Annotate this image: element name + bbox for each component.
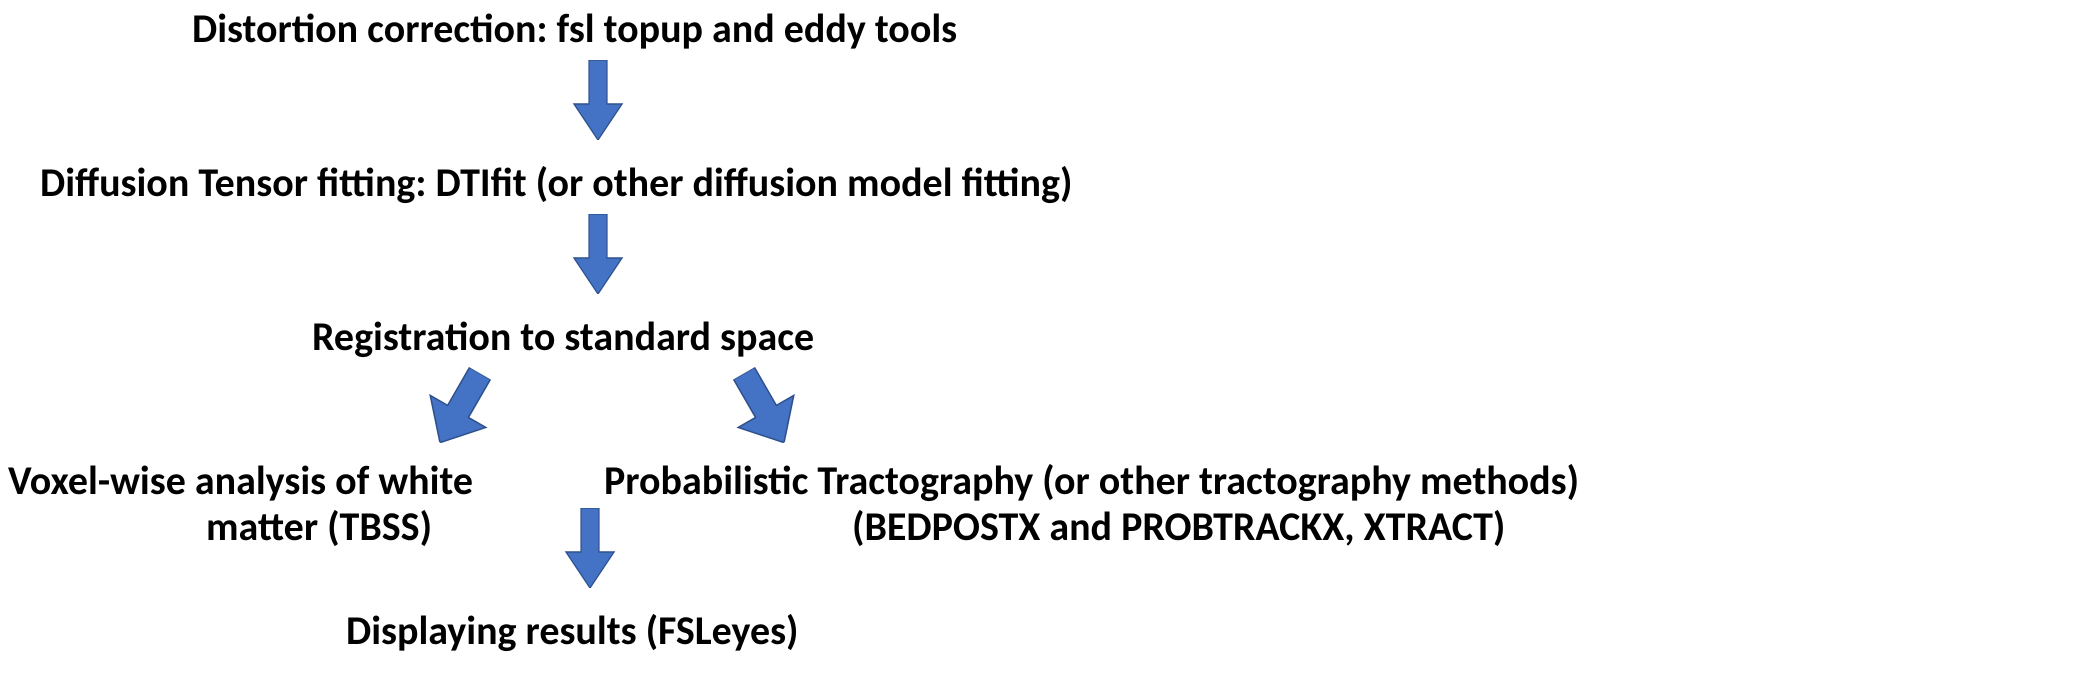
down-arrow-icon bbox=[709, 353, 818, 462]
flow-node-step4a_l2: matter (TBSS) bbox=[206, 504, 432, 550]
flow-node-step2: Diffusion Tensor fitting: DTIfit (or oth… bbox=[40, 160, 1072, 206]
arrow-a4 bbox=[724, 368, 804, 448]
flow-node-step5: Displaying results (FSLeyes) bbox=[346, 608, 799, 654]
flow-node-step4b_l2: (BEDPOSTX and PROBTRACKX, XTRACT) bbox=[852, 504, 1505, 550]
down-arrow-icon bbox=[560, 508, 620, 588]
flowchart-stage: Distortion correction: fsl topup and edd… bbox=[0, 0, 2074, 686]
down-arrow-icon bbox=[568, 60, 628, 140]
flow-node-step1: Distortion correction: fsl topup and edd… bbox=[192, 6, 957, 52]
down-arrow-icon bbox=[568, 214, 628, 294]
flow-node-step4b_l1: Probabilistic Tractography (or other tra… bbox=[604, 458, 1579, 504]
arrow-a3 bbox=[420, 368, 500, 448]
down-arrow-icon bbox=[405, 353, 514, 462]
arrow-a2 bbox=[568, 214, 628, 294]
flow-node-step4a_l1: Voxel-wise analysis of white bbox=[8, 458, 473, 504]
arrow-a1 bbox=[568, 60, 628, 140]
arrow-a5 bbox=[560, 508, 620, 588]
flow-node-step3: Registration to standard space bbox=[312, 314, 814, 360]
